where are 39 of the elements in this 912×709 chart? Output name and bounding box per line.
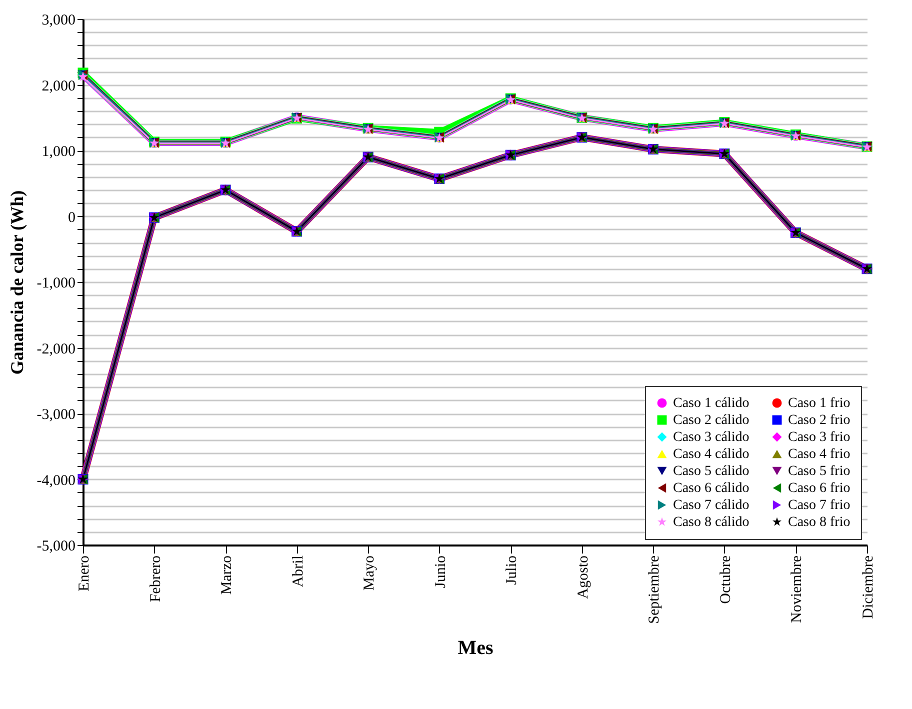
legend-label: Caso 4 frio: [788, 447, 850, 462]
legend-label: Caso 6 cálido: [673, 481, 750, 496]
x-tick-label: Noviembre: [789, 555, 806, 623]
x-tick-label: Mayo: [362, 556, 378, 590]
y-tick-label: 1,000: [42, 144, 76, 160]
y-tick-label: 2,000: [42, 78, 76, 94]
x-tick-label: Agosto: [575, 556, 592, 599]
legend-label: Caso 5 cálido: [673, 464, 750, 479]
y-axis-title: Ganancia de calor (Wh): [6, 190, 27, 375]
legend-label: Caso 3 cálido: [673, 430, 750, 445]
x-tick-label: Julio: [504, 556, 520, 585]
x-tick-label: Octubre: [718, 555, 734, 604]
x-tick-label: Enero: [76, 556, 92, 592]
y-tick-label: -1,000: [36, 276, 76, 292]
y-tick-label: -3,000: [36, 407, 76, 423]
x-tick-label: Febrero: [148, 556, 164, 602]
x-tick-label: Septiembre: [646, 555, 663, 624]
legend-label: Caso 8 frio: [788, 515, 850, 530]
legend-label: Caso 5 frio: [788, 464, 850, 479]
legend-label: Caso 2 cálido: [673, 413, 750, 428]
y-tick-label: -5,000: [36, 538, 76, 554]
x-tick-label: Diciembre: [860, 555, 876, 619]
legend-label: Caso 7 frio: [788, 498, 850, 513]
legend-label: Caso 6 frio: [788, 481, 850, 496]
x-tick-label: Abril: [290, 556, 306, 588]
legend-label: Caso 3 frio: [788, 430, 850, 445]
y-tick-label: 0: [68, 210, 76, 226]
legend-label: Caso 1 cálido: [673, 396, 750, 411]
x-tick-label: Marzo: [219, 556, 236, 595]
legend-label: Caso 1 frio: [788, 396, 850, 411]
x-axis-title: Mes: [458, 636, 494, 659]
x-tick-label: Junio: [432, 556, 449, 588]
y-tick-label: -2,000: [36, 341, 76, 358]
legend-label: Caso 7 cálido: [673, 498, 750, 513]
y-tick-label: -4,000: [36, 472, 76, 489]
legend-label: Caso 4 cálido: [673, 447, 750, 462]
legend-label: Caso 2 frio: [788, 413, 850, 428]
y-tick-label: 3,000: [42, 12, 76, 28]
legend-label: Caso 8 cálido: [673, 515, 750, 530]
